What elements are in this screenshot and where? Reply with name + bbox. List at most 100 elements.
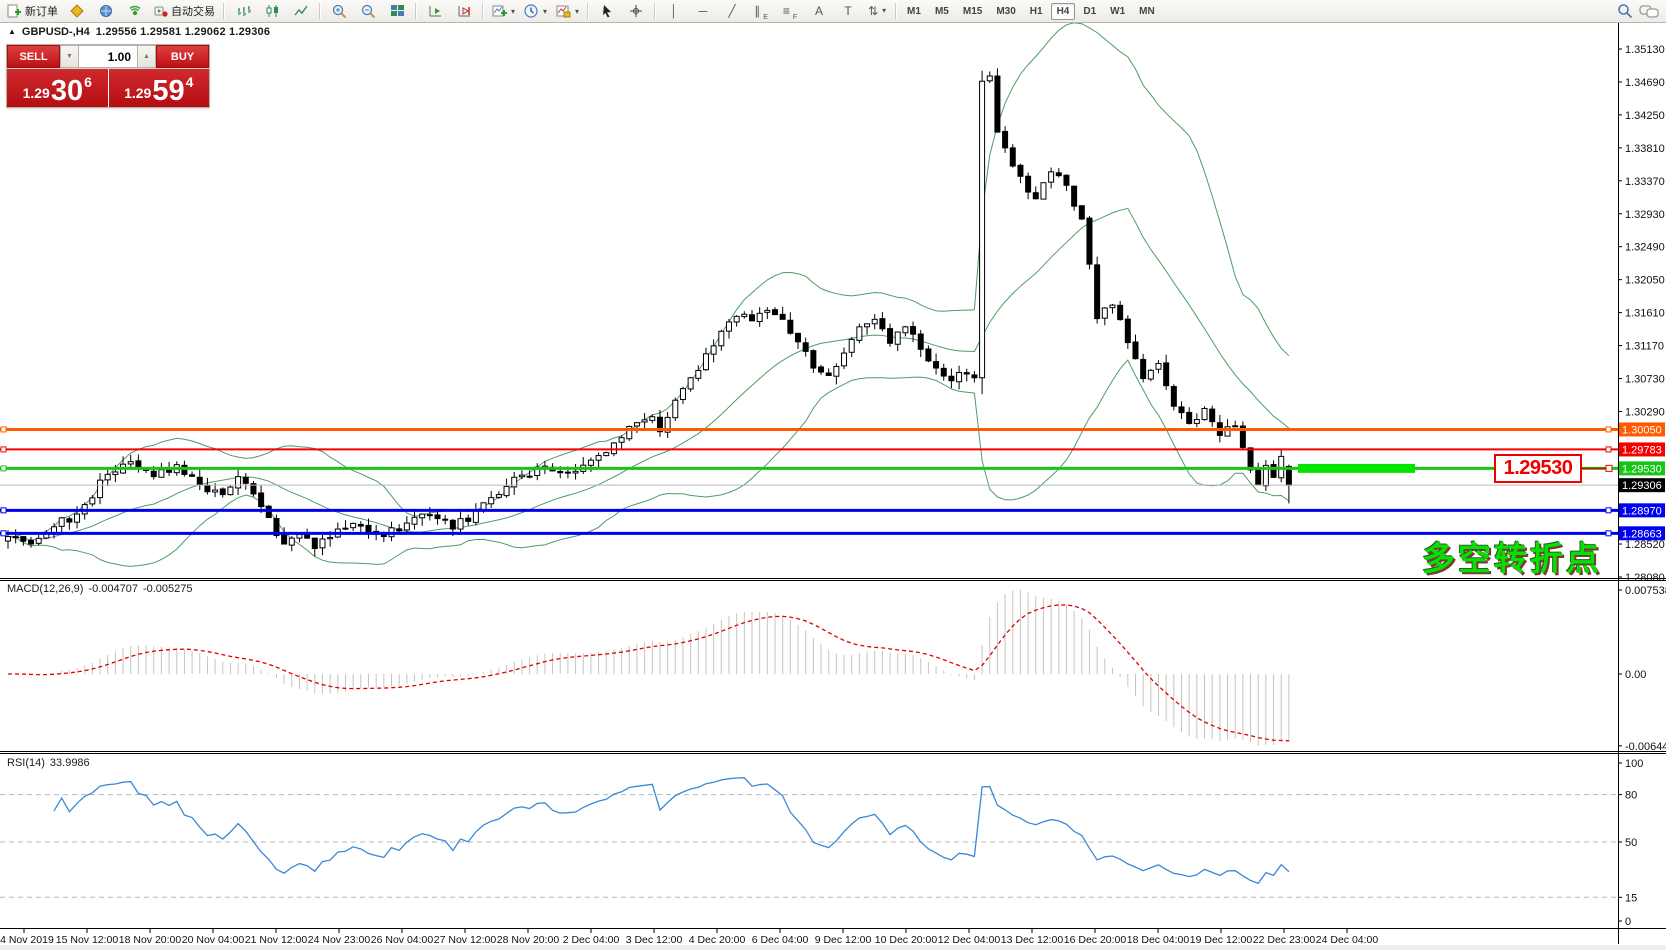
time-axis-label[interactable]: 21 Nov 12:00 (245, 934, 308, 946)
timeframe-button-W1[interactable]: W1 (1110, 5, 1126, 17)
highlight-zone-bar[interactable] (1298, 463, 1415, 473)
line-anchor-marker[interactable] (1605, 426, 1612, 433)
timeframe-button-M5[interactable]: M5 (934, 5, 949, 17)
metaeditor-button[interactable] (63, 0, 91, 22)
time-axis-label[interactable]: 24 Nov 23:00 (308, 934, 371, 946)
timeframe-button-H1[interactable]: H1 (1029, 5, 1043, 17)
time-axis-label[interactable]: 27 Nov 12:00 (434, 934, 497, 946)
time-axis-label[interactable]: 13 Dec 12:00 (1001, 934, 1064, 946)
buy-price-small: 1.29 (124, 85, 152, 101)
callout-anchor-marker[interactable] (1605, 464, 1613, 472)
zoom-out-button[interactable] (354, 0, 382, 22)
line-anchor-marker[interactable] (0, 507, 7, 514)
arrows-tool[interactable]: ⇅ ▾ (863, 0, 891, 22)
rsi-axis-tick-label: 100 (1625, 758, 1643, 770)
autotrading-button[interactable]: 自动交易 (150, 0, 219, 22)
bullish-candle (319, 538, 326, 549)
line-anchor-marker[interactable] (1605, 446, 1612, 453)
sell-price-display[interactable]: 1.29 30 6 (7, 69, 108, 107)
time-axis-label[interactable]: 3 Dec 12:00 (626, 934, 683, 946)
time-axis-label[interactable]: 20 Nov 04:00 (182, 934, 245, 946)
bar-chart-button[interactable] (229, 0, 257, 22)
indicators-button[interactable]: ▾ (488, 0, 519, 22)
volume-decrease-button[interactable]: ▼ (60, 45, 79, 68)
time-axis-label[interactable]: 2 Dec 04:00 (563, 934, 620, 946)
time-axis-label[interactable]: 14 Nov 2019 (0, 934, 54, 946)
vertical-line-tool[interactable]: │ (660, 0, 688, 22)
fibonacci-tool[interactable]: ≡ F (776, 0, 804, 22)
turning-point-annotation[interactable]: 多空转折点 (1422, 540, 1602, 577)
time-axis-label[interactable]: 15 Nov 12:00 (56, 934, 119, 946)
time-axis-label[interactable]: 12 Dec 04:00 (938, 934, 1001, 946)
line-anchor-marker[interactable] (1605, 507, 1612, 514)
search-icon[interactable] (1617, 3, 1633, 19)
templates-button[interactable]: ▾ (552, 0, 583, 22)
bullish-candle (288, 537, 295, 546)
line-anchor-marker[interactable] (0, 530, 7, 537)
periods-button[interactable]: ▾ (520, 0, 551, 22)
bullish-candle (979, 80, 986, 379)
timeframe-button-D1[interactable]: D1 (1083, 5, 1097, 17)
volume-increase-button[interactable]: ▲ (137, 45, 156, 68)
time-axis-label[interactable]: 26 Nov 04:00 (371, 934, 434, 946)
new-order-button[interactable]: 新订单 (3, 0, 62, 22)
tile-windows-button[interactable] (383, 0, 411, 22)
line-anchor-marker[interactable] (0, 446, 7, 453)
trendline-tool[interactable]: ╱ (718, 0, 746, 22)
buy-price-display[interactable]: 1.29 59 4 (108, 69, 209, 107)
timeframe-button-MN[interactable]: MN (1139, 5, 1155, 17)
auto-scroll-button[interactable] (421, 0, 449, 22)
cursor-tool-button[interactable] (593, 0, 621, 22)
bullish-candle (112, 471, 119, 476)
market-watch-button[interactable] (92, 0, 120, 22)
time-axis-label[interactable]: 19 Dec 12:00 (1190, 934, 1253, 946)
text-tool[interactable]: A (805, 0, 833, 22)
time-axis-label[interactable]: 10 Dec 20:00 (875, 934, 938, 946)
signals-button[interactable] (121, 0, 149, 22)
time-axis-label[interactable]: 18 Dec 04:00 (1127, 934, 1190, 946)
collapse-triangle-icon[interactable]: ▲ (8, 26, 16, 36)
candlestick-chart-button[interactable] (258, 0, 286, 22)
crosshair-tool-button[interactable] (622, 0, 650, 22)
price-axis-tick-label: 1.34690 (1625, 77, 1665, 89)
price-callout-box[interactable]: 1.29530 (1494, 454, 1582, 483)
zoom-in-button[interactable] (325, 0, 353, 22)
line-chart-button[interactable] (287, 0, 315, 22)
horizontal-line-tool[interactable]: ─ (689, 0, 717, 22)
bearish-candle (150, 470, 157, 478)
timeframe-button-M15[interactable]: M15 (962, 5, 983, 17)
time-axis-label[interactable]: 18 Nov 20:00 (119, 934, 182, 946)
bullish-candle (564, 471, 571, 474)
channel-tool[interactable]: ∥ E (747, 0, 775, 22)
time-axis-label[interactable]: 4 Dec 20:00 (689, 934, 746, 946)
timeframe-button-H4[interactable]: H4 (1050, 2, 1076, 20)
line-anchor-marker[interactable] (1605, 530, 1612, 537)
price-line-axis-label-bg (1619, 422, 1665, 437)
toolbar-separator (415, 3, 417, 19)
buy-button[interactable]: BUY (156, 45, 209, 68)
time-axis-label[interactable]: 9 Dec 12:00 (815, 934, 872, 946)
time-axis-label[interactable]: 22 Dec 23:00 (1253, 934, 1316, 946)
time-axis-label[interactable]: 24 Dec 04:00 (1316, 934, 1379, 946)
rsi-panel[interactable] (0, 777, 1618, 898)
bullish-candle (488, 497, 495, 505)
time-axis-label[interactable]: 16 Dec 20:00 (1064, 934, 1127, 946)
toolbar-separator (587, 3, 590, 19)
time-axis-label[interactable]: 28 Nov 20:00 (497, 934, 560, 946)
line-anchor-marker[interactable] (0, 426, 7, 433)
time-axis-label[interactable]: 6 Dec 04:00 (752, 934, 809, 946)
sell-button[interactable]: SELL (7, 45, 60, 68)
chart-shift-button[interactable] (450, 0, 478, 22)
line-anchor-marker[interactable] (0, 465, 7, 472)
volume-input[interactable]: 1.00 (79, 45, 137, 68)
macd-signal-value: -0.005275 (142, 583, 193, 595)
fibonacci-icon: ≡ (782, 4, 790, 18)
chat-icon[interactable] (1639, 4, 1659, 19)
timeframe-button-M30[interactable]: M30 (996, 5, 1016, 17)
timeframe-button-M1[interactable]: M1 (907, 5, 921, 17)
text-label-tool[interactable]: T (834, 0, 862, 22)
new-order-icon (7, 4, 21, 18)
bearish-candle (933, 361, 940, 369)
macd-panel[interactable] (8, 590, 1290, 746)
